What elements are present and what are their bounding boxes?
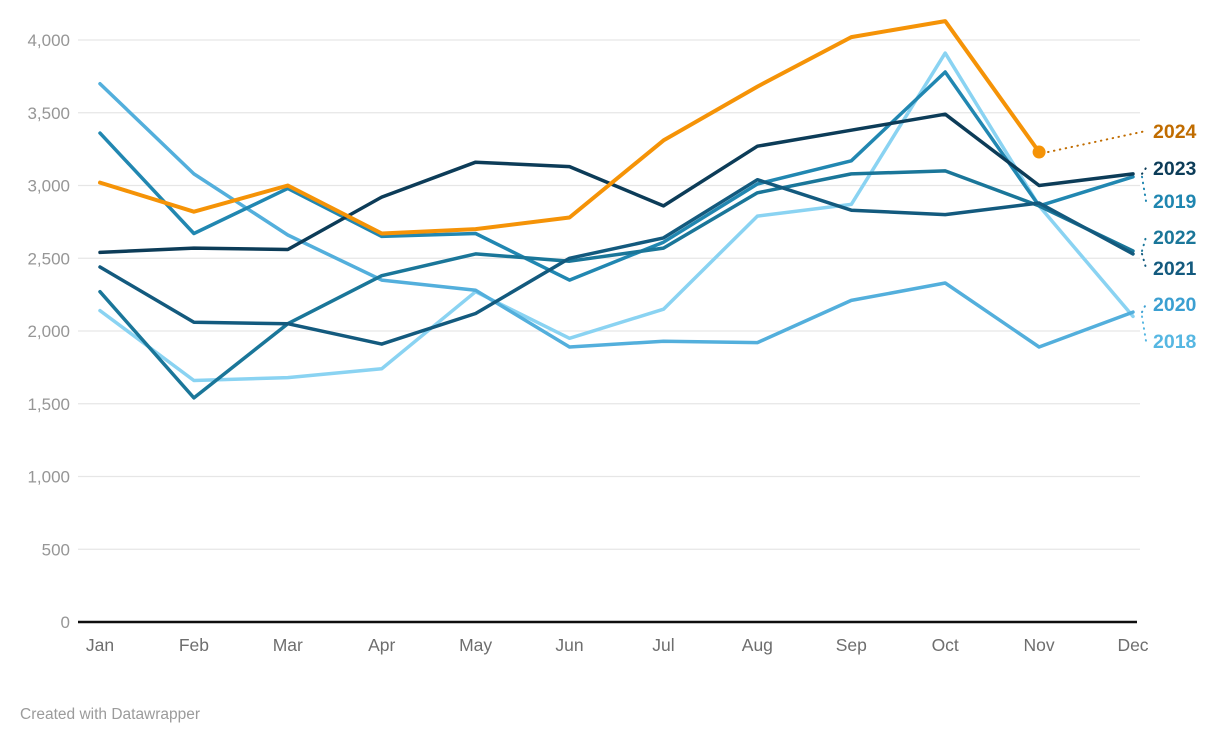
label-connector-2020 — [1141, 303, 1147, 314]
x-tick-label: Sep — [836, 635, 867, 655]
series-label-2022: 2022 — [1153, 227, 1197, 249]
x-tick-label: Oct — [932, 635, 959, 655]
footer-credit: Created with Datawrapper — [20, 706, 201, 723]
x-tick-label: Apr — [368, 635, 395, 655]
series-label-2021: 2021 — [1153, 258, 1197, 280]
series-line-2023 — [98, 112, 1135, 255]
series-line-2024 — [98, 19, 1042, 236]
label-connector-2018 — [1141, 315, 1147, 342]
x-tick-label: May — [459, 635, 492, 655]
x-tick-label: Jan — [86, 635, 114, 655]
series-label-2020: 2020 — [1153, 294, 1197, 316]
x-tick-label: Mar — [273, 635, 303, 655]
series-line-2019 — [98, 70, 1135, 282]
y-tick-label: 3,500 — [27, 104, 70, 123]
y-tick-label: 3,000 — [27, 177, 70, 196]
y-tick-label: 0 — [61, 613, 70, 632]
series-label-2023: 2023 — [1153, 158, 1197, 180]
label-connector-2021 — [1141, 252, 1147, 269]
x-tick-label: Jul — [652, 635, 674, 655]
series-label-2019: 2019 — [1153, 191, 1197, 213]
x-tick-label: Jun — [555, 635, 583, 655]
x-tick-label: Nov — [1024, 635, 1055, 655]
y-tick-label: 500 — [42, 540, 70, 559]
series-line-2021 — [98, 177, 1135, 346]
series-label-2024: 2024 — [1153, 121, 1197, 143]
series-line-2018 — [98, 51, 1135, 383]
y-tick-label: 4,000 — [27, 31, 70, 50]
x-tick-label: Dec — [1117, 635, 1148, 655]
x-tick-label: Aug — [742, 635, 773, 655]
label-connector-2019 — [1141, 175, 1147, 202]
series-endpoint-dot-2024 — [1032, 145, 1046, 159]
series-line-2022 — [98, 169, 1135, 400]
y-tick-label: 1,000 — [27, 468, 70, 487]
y-tick-label: 2,500 — [27, 249, 70, 268]
label-connector-2022 — [1141, 236, 1147, 252]
y-tick-label: 2,000 — [27, 322, 70, 341]
series-line-2020 — [98, 81, 1135, 349]
x-tick-label: Feb — [179, 635, 209, 655]
y-tick-label: 1,500 — [27, 395, 70, 414]
series-label-2018: 2018 — [1153, 331, 1197, 353]
label-connector-2023 — [1141, 167, 1147, 175]
label-connector-2024 — [1047, 130, 1147, 154]
